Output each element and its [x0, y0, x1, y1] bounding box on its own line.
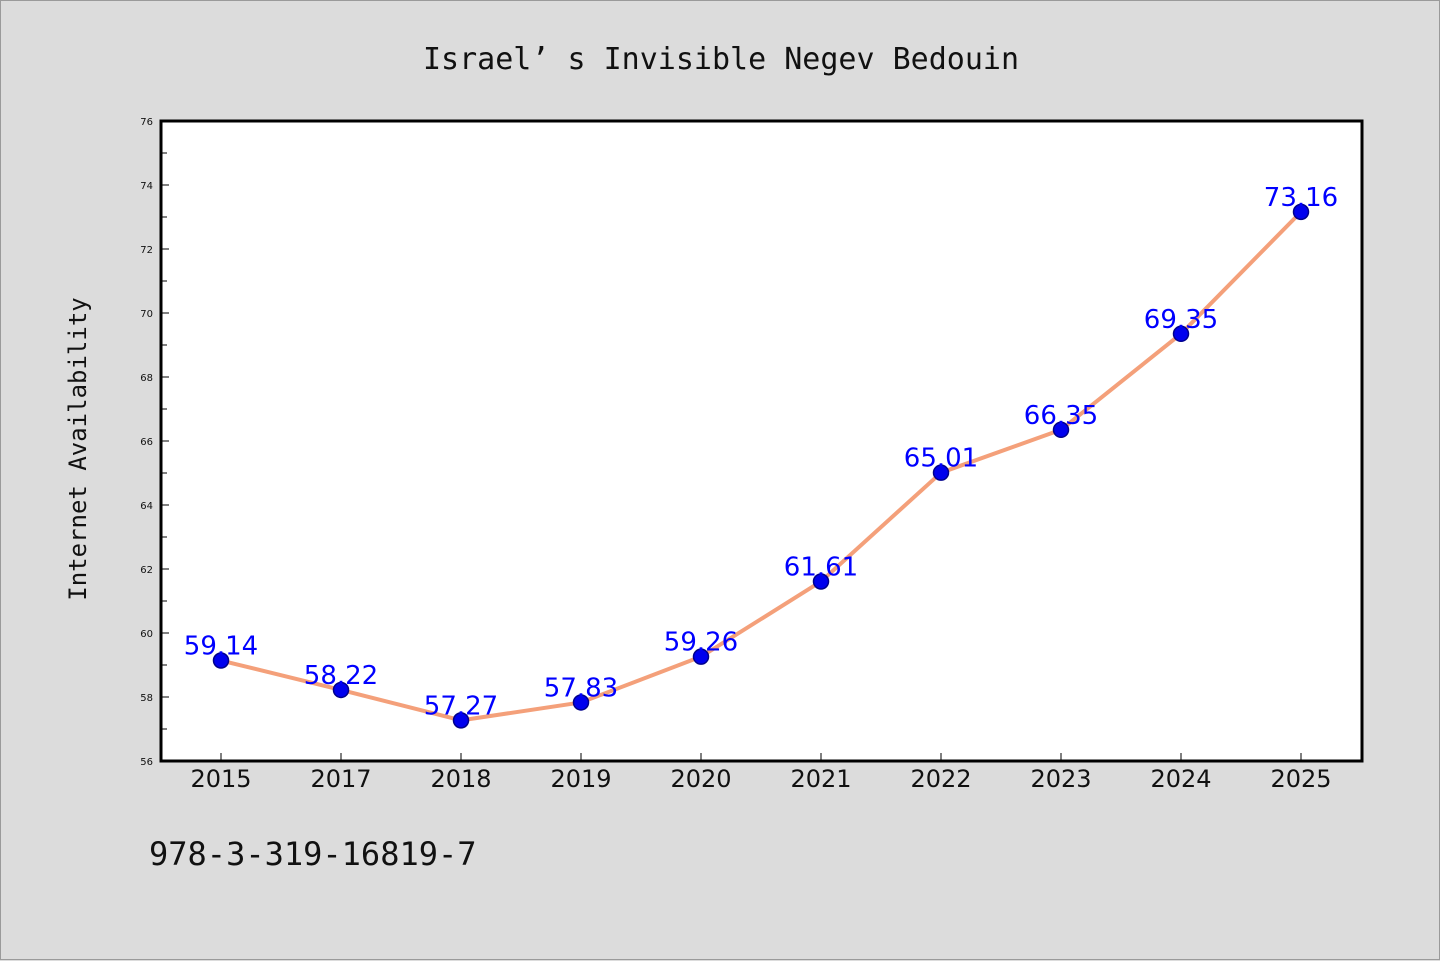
y-tick-label: 66 [140, 437, 153, 448]
data-label-2018: 57.27 [424, 691, 498, 721]
data-point-2017 [332, 681, 350, 699]
data-point-2015 [212, 652, 230, 669]
y-tick-label: 74 [140, 181, 153, 192]
data-label-2017: 58.22 [304, 661, 378, 691]
series-internet-availability [212, 203, 1310, 729]
x-tick-label: 2021 [790, 765, 851, 793]
y-tick-label: 68 [140, 373, 153, 384]
x-axis: 2015 2017 2018 2019 2020 2021 2022 2023 2024 2025 [190, 753, 1332, 793]
plot-area [159, 119, 1364, 763]
data-label-2015: 59.14 [184, 632, 258, 662]
y-tick-label: 62 [140, 565, 153, 576]
x-tick-label: 2015 [190, 765, 251, 793]
y-tick-label: 72 [140, 245, 153, 256]
data-point-2022 [932, 464, 950, 481]
x-tick-label: 2020 [670, 765, 731, 793]
y-tick-label: 60 [140, 629, 153, 640]
isbn-footer: 978-3-319-16819-7 [149, 835, 477, 873]
x-tick-label: 2017 [310, 765, 371, 793]
x-tick-label: 2025 [1270, 765, 1331, 793]
series-line [219, 209, 1303, 723]
x-tick-label: 2024 [1150, 765, 1211, 793]
y-tick-label: 70 [140, 309, 153, 320]
y-tick-label: 56 [140, 757, 153, 768]
y-tick-label: 58 [140, 693, 153, 704]
data-point-2024 [1172, 325, 1190, 343]
data-labels: 59.14 58.22 57.27 57.83 59.26 61.61 65.01 66.35… [184, 183, 1338, 721]
x-tick-label: 2023 [1030, 765, 1091, 793]
y-tick-label: 64 [140, 501, 153, 512]
data-label-2021: 61.61 [784, 552, 858, 582]
data-label-2023: 66.35 [1024, 401, 1098, 431]
data-label-2022: 65.01 [904, 444, 978, 474]
x-tick-label: 2018 [430, 765, 491, 793]
data-point-2020 [692, 648, 710, 665]
y-axis-label: Internet Availability [64, 297, 92, 600]
y-axis: 56 58 60 62 64 66 68 70 72 74 76 [140, 117, 169, 768]
data-point-2023 [1052, 421, 1070, 439]
chart-title: Israel’ s Invisible Negev Bedouin [423, 42, 1019, 77]
x-tick-label: 2019 [550, 765, 611, 793]
data-point-2019 [572, 694, 590, 711]
data-label-2020: 59.26 [664, 628, 738, 658]
data-label-2019: 57.83 [544, 673, 618, 703]
data-point-2021 [812, 573, 830, 590]
data-point-2018 [452, 712, 470, 729]
x-tick-label: 2022 [910, 765, 971, 793]
data-label-2024: 69.35 [1144, 305, 1218, 335]
data-point-2025 [1292, 203, 1310, 221]
y-tick-label: 76 [140, 117, 153, 128]
data-label-2025: 73.16 [1264, 183, 1338, 213]
